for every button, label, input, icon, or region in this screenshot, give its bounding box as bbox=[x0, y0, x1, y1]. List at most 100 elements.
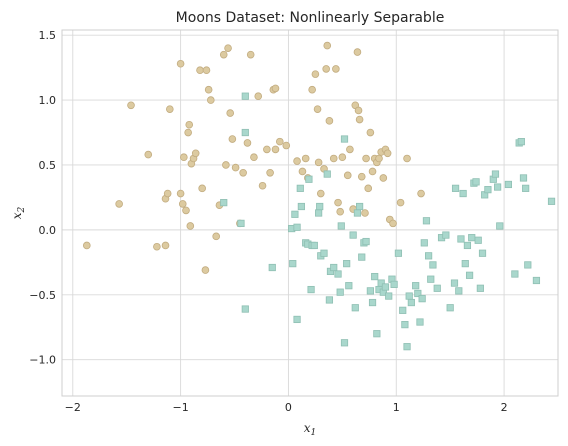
data-point-circle bbox=[357, 172, 366, 181]
data-point-circle bbox=[417, 189, 425, 198]
data-point-circle bbox=[204, 85, 213, 94]
data-point-circle bbox=[243, 139, 252, 147]
data-point-circle bbox=[323, 41, 332, 50]
data-point-square bbox=[293, 315, 301, 324]
data-point-circle bbox=[231, 163, 240, 172]
data-point-circle bbox=[198, 184, 206, 193]
data-point-circle bbox=[375, 154, 383, 163]
data-point-circle bbox=[201, 266, 210, 274]
data-point-square bbox=[353, 209, 362, 217]
data-point-square bbox=[355, 202, 364, 211]
data-point-square bbox=[291, 210, 299, 218]
data-point-circle bbox=[271, 84, 280, 93]
data-point-square bbox=[519, 174, 528, 182]
data-point-circle bbox=[258, 181, 267, 190]
y-tick-label: 1.0 bbox=[39, 94, 57, 107]
data-point-square bbox=[358, 253, 366, 261]
data-point-square bbox=[442, 231, 450, 239]
y-axis-label-subscript: 2 bbox=[17, 206, 27, 213]
data-point-square bbox=[351, 304, 359, 312]
data-point-square bbox=[241, 128, 249, 137]
data-point-square bbox=[532, 276, 541, 285]
chart-title: Moons Dataset: Nonlinearly Separable bbox=[176, 10, 445, 26]
data-point-circle bbox=[282, 141, 291, 150]
data-point-circle bbox=[338, 153, 347, 161]
data-point-square bbox=[517, 138, 525, 146]
data-point-square bbox=[427, 275, 435, 283]
data-point-square bbox=[334, 270, 342, 278]
data-point-circle bbox=[361, 209, 369, 217]
data-point-square bbox=[425, 252, 433, 260]
data-point-square bbox=[220, 199, 228, 207]
y-tick-label: 0.0 bbox=[39, 224, 57, 237]
data-point-circle bbox=[355, 115, 364, 124]
data-point-square bbox=[463, 241, 472, 250]
data-point-square bbox=[468, 234, 476, 242]
data-point-square bbox=[381, 283, 390, 291]
data-point-square bbox=[504, 180, 513, 189]
data-point-circle bbox=[127, 101, 135, 110]
data-point-circle bbox=[176, 59, 185, 68]
data-point-circle bbox=[389, 219, 397, 228]
data-point-square bbox=[491, 170, 500, 178]
data-point-circle bbox=[396, 198, 405, 207]
data-point-square bbox=[433, 284, 441, 292]
data-point-circle bbox=[219, 50, 228, 59]
data-point-circle bbox=[354, 106, 363, 115]
data-point-circle bbox=[403, 154, 411, 163]
data-point-circle bbox=[301, 154, 310, 163]
data-point-square bbox=[418, 295, 426, 303]
data-point-square bbox=[547, 197, 556, 205]
data-point-circle bbox=[163, 189, 172, 198]
data-point-circle bbox=[276, 137, 284, 146]
data-point-circle bbox=[246, 50, 255, 59]
data-point-square bbox=[399, 306, 407, 314]
data-point-square bbox=[450, 279, 459, 287]
data-point-circle bbox=[254, 92, 263, 100]
x-axis-label-subscript: 1 bbox=[311, 428, 317, 438]
y-axis-label-base: x bbox=[10, 212, 24, 219]
data-point-square bbox=[316, 202, 324, 211]
data-point-square bbox=[522, 184, 530, 192]
data-point-circle bbox=[250, 153, 258, 161]
data-point-square bbox=[414, 289, 422, 298]
data-point-square bbox=[412, 282, 420, 290]
data-point-circle bbox=[334, 198, 342, 207]
data-point-square bbox=[465, 271, 474, 279]
data-point-circle bbox=[224, 44, 232, 52]
data-point-square bbox=[494, 183, 502, 191]
data-point-square bbox=[368, 298, 377, 307]
x-tick-label: −1 bbox=[172, 401, 188, 414]
data-point-square bbox=[320, 249, 328, 257]
data-point-square bbox=[405, 292, 413, 300]
data-point-circle bbox=[314, 158, 323, 167]
data-point-square bbox=[293, 223, 301, 231]
data-point-circle bbox=[311, 70, 320, 78]
data-point-square bbox=[241, 305, 249, 313]
data-point-circle bbox=[362, 154, 370, 163]
data-point-circle bbox=[153, 242, 161, 251]
data-point-circle bbox=[308, 85, 316, 94]
data-point-square bbox=[451, 184, 460, 192]
data-point-square bbox=[343, 260, 351, 268]
data-point-square bbox=[362, 237, 370, 246]
data-point-square bbox=[297, 202, 305, 211]
data-point-circle bbox=[144, 150, 153, 159]
data-point-circle bbox=[83, 241, 91, 250]
data-point-square bbox=[476, 284, 484, 292]
y-axis-label: x2 bbox=[10, 206, 27, 219]
plot-background bbox=[62, 30, 558, 396]
data-point-square bbox=[349, 231, 357, 239]
data-point-square bbox=[289, 260, 297, 268]
data-point-circle bbox=[228, 135, 237, 143]
x-axis-label-base: x bbox=[304, 421, 311, 435]
data-point-circle bbox=[266, 168, 274, 177]
data-point-square bbox=[268, 263, 276, 272]
data-point-square bbox=[385, 292, 393, 300]
data-point-circle bbox=[185, 120, 194, 129]
data-point-square bbox=[446, 304, 454, 312]
data-point-square bbox=[390, 280, 398, 288]
data-point-circle bbox=[222, 161, 230, 169]
